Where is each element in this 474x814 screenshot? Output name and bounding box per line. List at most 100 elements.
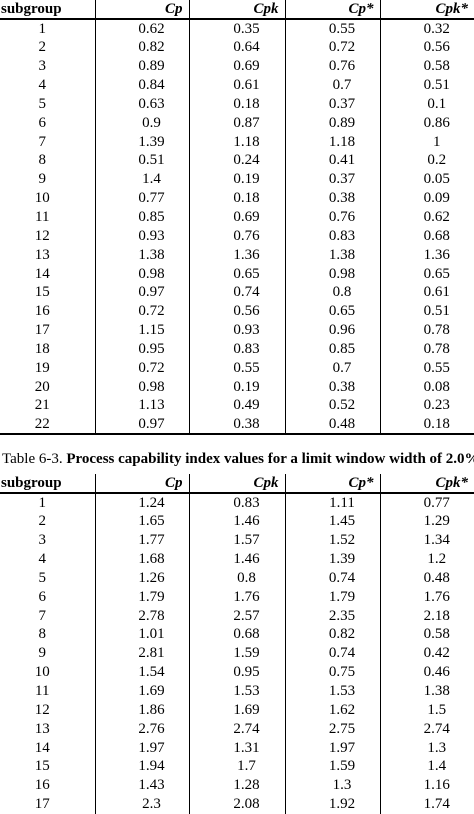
cpk-star-cell: 0.05 [379,169,474,189]
cpk-cell: 0.19 [188,377,285,397]
table-row: 11 1.69 1.53 1.53 1.38 [0,681,474,701]
subgroup-cell: 5 [38,95,47,112]
cpk-cell: 1.53 [188,681,285,701]
cpk-cell: 0.18 [188,94,285,114]
cpk-star-cell: 0.62 [379,207,474,227]
cpk-star-cell: 0.48 [379,568,474,588]
table-row: 5 0.63 0.18 0.37 0.1 [0,94,474,114]
subgroup-cell: 13 [34,720,50,737]
cp-cell: 0.82 [94,38,189,57]
table-row: 16 0.72 0.56 0.65 0.51 [0,301,474,321]
cpk-star-cell: 1.16 [379,775,474,795]
cp-star-cell: 0.76 [284,56,380,76]
table-row: 19 0.72 0.55 0.7 0.55 [0,358,474,378]
cpk-cell: 1.28 [188,775,285,795]
table-row: 1 0.62 0.35 0.55 0.32 [0,19,474,38]
cpk-cell: 2.74 [188,719,285,739]
cp-cell: 2.3 [94,794,189,814]
cp-cell: 0.63 [94,94,189,114]
cpk-cell: 1.69 [188,700,285,720]
subgroup-cell: 5 [38,569,47,586]
subgroup-cell: 8 [38,152,47,169]
table-row: 22 0.97 0.38 0.48 0.18 [0,414,474,435]
cpk-star-cell: 0.65 [379,264,474,283]
cpk-cell: 2.57 [188,606,285,626]
cp-cell: 0.51 [94,151,189,170]
table-caption: Table 6-3. Process capability index valu… [2,450,474,468]
cp-cell: 0.95 [94,339,189,359]
cp-cell: 0.93 [94,226,189,246]
cpk-star-cell: 0.32 [379,19,474,38]
cp-cell: 0.72 [94,358,189,378]
cpk-cell: 0.83 [188,339,285,359]
cp-star-cell: 0.74 [284,643,380,663]
cpk-star-cell: 1.3 [379,738,474,757]
subgroup-cell: 2 [38,39,47,56]
table-row: 9 2.81 1.59 0.74 0.42 [0,643,474,663]
cp-cell: 1.77 [94,530,189,550]
capability-table-previous: subgroup Cp Cpk Cp* Cpk* 1 0.62 0.35 0.55 0.… [0,0,474,435]
cp-star-cell: 0.96 [284,320,380,340]
cp-star-cell: 2.35 [284,606,380,626]
cp-star-cell: 0.48 [284,414,380,435]
cp-cell: 1.54 [94,662,189,682]
cp-star-cell: 1.3 [284,775,380,795]
table-row: 7 2.78 2.57 2.35 2.18 [0,606,474,626]
cpk-star-cell: 2.74 [379,719,474,739]
cpk-cell: 1.31 [188,738,285,757]
cp-cell: 1.65 [94,512,189,531]
subgroup-cell: 16 [34,777,50,794]
cpk-cell: 1.18 [188,132,285,152]
cp-star-cell: 0.55 [284,19,380,38]
cp-star-cell: 1.52 [284,530,380,550]
cpk-star-cell: 1.4 [379,756,474,776]
cpk-star-cell: 0.78 [379,339,474,359]
table-row: 8 1.01 0.68 0.82 0.58 [0,625,474,644]
cpk-cell: 0.74 [188,282,285,302]
cpk-star-cell: 1 [379,132,474,152]
cpk-cell: 0.38 [188,414,285,435]
cp-cell: 1.68 [94,549,189,569]
cpk-star-cell: 0.86 [379,113,474,133]
cp-cell: 1.4 [94,169,189,189]
table-header-row: subgroup Cp Cpk Cp* Cpk* [0,474,474,494]
cp-star-cell: 1.11 [284,493,380,512]
cp-cell: 1.97 [94,738,189,757]
table-row: 4 0.84 0.61 0.7 0.51 [0,75,474,95]
cp-star-cell: 1.97 [284,738,380,757]
table-body: 1 0.62 0.35 0.55 0.32 2 0.82 0.64 0.72 0.56 3 0.89 0… [0,19,474,435]
cpk-cell: 1.46 [188,549,285,569]
column-header-cp: Cp [94,474,189,494]
table-row: 14 1.97 1.31 1.97 1.3 [0,738,474,757]
cpk-cell: 0.76 [188,226,285,246]
table-row: 5 1.26 0.8 0.74 0.48 [0,568,474,588]
cp-star-cell: 0.41 [284,151,380,170]
table-row: 2 1.65 1.46 1.45 1.29 [0,512,474,531]
cpk-cell: 0.24 [188,151,285,170]
cp-star-cell: 0.89 [284,113,380,133]
subgroup-cell: 6 [38,114,47,131]
column-header-cp: Cp [94,0,189,20]
cpk-star-cell: 0.18 [379,414,474,435]
table-row: 18 0.95 0.83 0.85 0.78 [0,339,474,359]
cp-star-cell: 1.53 [284,681,380,701]
capability-table-6-3: subgroup Cp Cpk Cp* Cpk* 1 1.24 0.83 1.11 0.… [0,474,474,814]
table-row: 20 0.98 0.19 0.38 0.08 [0,377,474,397]
cpk-cell: 1.46 [188,512,285,531]
subgroup-cell: 4 [38,551,47,568]
cp-cell: 1.69 [94,681,189,701]
table-row: 14 0.98 0.65 0.98 0.65 [0,264,474,283]
cpk-cell: 1.59 [188,643,285,663]
cpk-star-cell: 0.56 [379,38,474,57]
cp-cell: 0.89 [94,56,189,76]
cp-star-cell: 0.38 [284,377,380,397]
subgroup-cell: 1 [38,21,47,37]
cpk-star-cell: 0.68 [379,226,474,246]
subgroup-cell: 7 [38,133,47,150]
subgroup-cell: 9 [38,171,47,188]
table-row: 17 2.3 2.08 1.92 1.74 [0,794,474,814]
cp-star-cell: 1.39 [284,549,380,569]
cp-cell: 0.98 [94,264,189,283]
table-body: 1 1.24 0.83 1.11 0.77 2 1.65 1.46 1.45 1.29 3 1.77 1… [0,493,474,814]
cpk-star-cell: 0.46 [379,662,474,682]
